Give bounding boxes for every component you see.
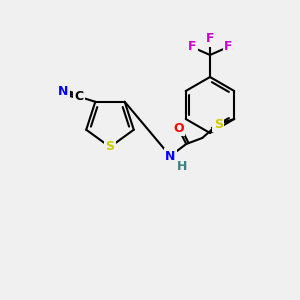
Text: N: N: [58, 85, 68, 98]
Text: S: S: [106, 140, 115, 154]
Text: S: S: [214, 118, 223, 130]
Text: O: O: [173, 122, 184, 134]
Text: C: C: [75, 90, 84, 103]
Text: F: F: [206, 32, 214, 46]
Text: N: N: [165, 149, 175, 163]
Text: F: F: [188, 40, 196, 53]
Text: F: F: [224, 40, 232, 53]
Text: H: H: [177, 160, 188, 172]
